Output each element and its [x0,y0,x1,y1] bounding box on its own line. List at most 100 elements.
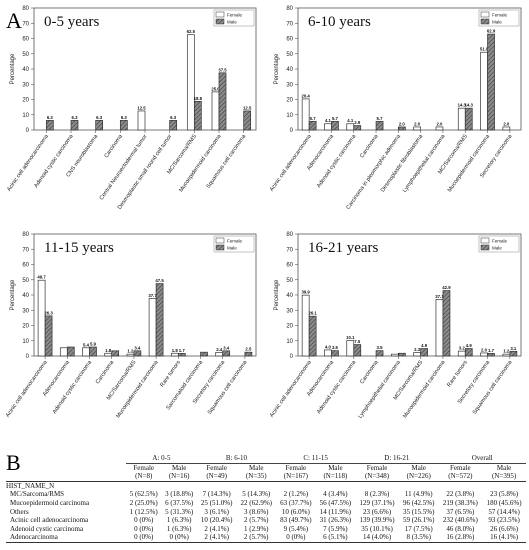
y-tick-label: 10 [22,339,29,345]
bar-label-male: 26.3 [44,310,53,315]
x-tick-label: Carcinoma [359,359,380,385]
x-tick-label: Lymphoepithelial carcinoma [357,359,402,420]
bar-label-female: 2.0 [414,121,421,126]
y-axis-label: Percentage [274,53,280,84]
row-label: Mucoepidermoid carcinoma [10,498,90,507]
bar-label-male: 3.5 [377,345,384,350]
bar-male [193,100,202,131]
sub-header-n: (N=226) [406,472,431,481]
bar-male [375,120,384,131]
bar-label-male: 3.4 [223,345,230,350]
bar-female [480,352,488,357]
x-tick-label: Lymphoepithelial carcinoma [402,133,447,194]
table-cell: 17 (7.5%) [404,524,433,533]
table-cell: 2 (5.7%) [236,533,277,543]
bar-label-male: 62.9 [487,29,496,34]
bar-label-female: 20.4 [301,93,310,98]
y-tick-label: 50 [22,278,29,284]
table-row: Adenocarcinoma 0 (0%) 0 (0%) 2 (4.1%) 2 (5.7… [6,533,526,543]
bar-male [222,350,231,357]
legend-label-male: Male [227,20,237,25]
group-header: C: 11-15 [276,454,356,464]
table-cell: 22 (62.9%) [240,498,272,507]
y-tick-label: 80 [286,232,293,238]
table-cell: 129 (37.1%) [359,498,395,507]
bar-label-female: 4.0 [325,344,332,349]
bar-label-male: 3.5 [332,345,339,350]
bar-female [215,351,224,357]
bar-female [37,279,46,357]
bar-label-male: 5.7 [310,116,317,121]
table-cell: 37 (6.5%) [446,507,475,516]
chart-title: 11-15 years [44,240,114,256]
y-tick-label: 30 [22,308,29,314]
chart-16-21-years: 0 10 20 30 40 50 60 70 80 Percentage 16-21 years Fe… [269,232,522,420]
panel-a-letter: A [6,8,22,33]
y-tick-label: 10 [286,113,293,119]
x-tick-label: Adenoid cystic carcinoma [316,359,358,415]
sub-header: Female [366,463,388,472]
x-tick-label: Carcinoma [359,133,380,159]
table-cell: 46 (8.0%) [446,524,475,533]
table-cell: 7 (5.9%) [323,524,348,533]
legend-label-female: Female [492,239,508,244]
bar-label-female: 14.3 [458,103,467,108]
table-section-row: HIST_NAME_N [6,480,526,491]
sub-header: Female [450,463,471,472]
y-tick-label: 0 [290,354,294,360]
y-tick-label: 20 [286,324,293,330]
x-tick-label: Desmoplastic fibroblastoma [380,133,425,193]
sub-header-n: (N=572) [448,472,473,481]
bar-female [148,298,157,357]
table-row: Others 1 (12.5%) 5 (31.3%) 3 (6.1%) 3 (8.6%)… [6,508,526,517]
bar-male [331,120,339,131]
legend-label-male: Male [492,20,502,25]
chart-title: 6-10 years [308,14,371,30]
table-row: Adenoid cystic carcinoma 0 (0%) 1 (6.3%) 2 … [6,525,526,534]
sub-header-n: (N=35) [245,472,267,481]
table-cell: 6 (5.1%) [315,533,356,543]
x-tick-label: Mucoepidermoid carcinoma [447,133,492,193]
table-cell: 35 (15.5%) [402,507,435,516]
bar-female [457,107,466,131]
y-tick-label: 20 [286,98,293,104]
table-cell: 8 (3.5%) [398,533,439,543]
bar-female [301,98,310,131]
summary-table: B A: 0-5 B: 6-10 C: 11-15 D: 16-21 Overa… [0,450,529,550]
bar-label-female: 25.0 [211,86,220,91]
y-axis-label: Percentage [274,279,280,310]
bar-label-male: 7.5 [354,339,361,344]
bar-male [89,346,97,357]
table-cell: 16 (2.8%) [438,533,483,543]
x-tick-label: Desmoplastic small round cell tumor [117,134,174,211]
y-tick-label: 0 [26,354,30,360]
table-cell: 23 (6.6%) [363,507,392,516]
y-tick-label: 60 [286,37,293,43]
table-row: MC/Sarcoma/RMS 5 (62.5%) 3 (18.8%) 7 (14.3%… [6,490,526,499]
bar-male [487,353,495,357]
sub-header-n: (N=49) [206,472,227,481]
bar-female [170,352,179,357]
bar-label-female: 62.5 [187,29,196,34]
bar-male [95,120,104,131]
bar-label-female: 37.7 [148,293,157,298]
bar-female [435,126,444,131]
x-tick-label: Carcinoma [104,133,125,159]
bar-label-male: 18.8 [194,96,203,101]
bar-label-male: 4.9 [421,343,428,348]
legend-swatch-male [480,18,490,25]
bar-label-female: 49.7 [37,275,46,280]
bar-label-male: 1.7 [488,348,495,353]
x-tick-label: Mucoepidermoid carcinoma [178,133,223,193]
x-tick-label: Acinic cell adenocarcinoma [5,359,49,419]
bar-label-male: 6.3 [96,115,103,120]
x-tick-label: Squamous cell carcinoma [472,359,514,416]
bar-label-male: 4.9 [466,343,473,348]
bar-male [442,290,451,357]
bar-label-male: 6.3 [170,115,177,120]
legend-label-male: Male [492,246,502,251]
y-tick-label: 30 [286,82,293,88]
x-tick-label: Acinic cell adenocarcinoma [269,359,313,419]
bar-female [457,350,466,357]
table-cell: 83 (49.7%) [280,516,312,525]
